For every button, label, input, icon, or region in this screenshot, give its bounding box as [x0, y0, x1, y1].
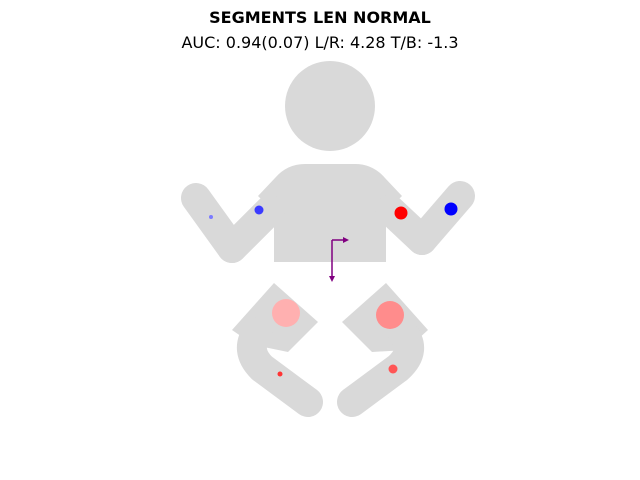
right-forearm: [407, 181, 475, 255]
marker-right-thigh: [376, 301, 404, 329]
right-shin: [337, 317, 424, 417]
chart-title: SEGMENTS LEN NORMAL: [209, 8, 431, 27]
segment-markers: [209, 202, 458, 377]
marker-left-upperarm: [254, 205, 264, 215]
body-silhouette: [181, 61, 475, 417]
torso: [258, 164, 402, 262]
marker-left-forearm: [209, 215, 213, 219]
lr-arrow-head: [343, 237, 349, 243]
chart-subtitle: AUC: 0.94(0.07) L/R: 4.28 T/B: -1.3: [181, 33, 459, 52]
marker-right-upperarm: [394, 206, 408, 220]
direction-arrows: [329, 237, 349, 282]
head: [285, 61, 375, 151]
marker-right-forearm: [444, 202, 458, 216]
marker-right-shin: [388, 364, 398, 374]
marker-left-thigh: [272, 299, 300, 327]
marker-left-shin: [277, 371, 283, 377]
tb-arrow-head: [329, 276, 335, 282]
left-shin: [237, 317, 323, 417]
left-forearm: [181, 183, 247, 263]
